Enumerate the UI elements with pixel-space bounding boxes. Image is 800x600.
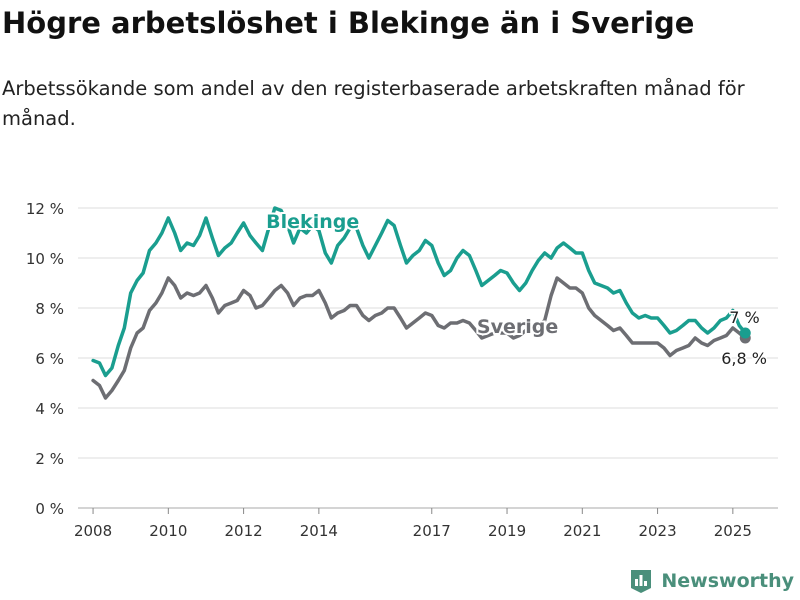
x-tick-label: 2025 (714, 522, 752, 540)
x-tick-label: 2023 (638, 522, 676, 540)
chart-subtitle: Arbetssökande som andel av den registerb… (2, 77, 745, 130)
x-tick-label: 2010 (149, 522, 187, 540)
x-tick-label: 2014 (300, 522, 338, 540)
end-point-blekinge (739, 327, 751, 339)
series-line-blekinge (91, 206, 748, 378)
series-line-sverige (91, 276, 748, 400)
series-label-sverige: Sverige (477, 316, 558, 338)
brand-logo: Newsworthy (629, 568, 794, 594)
end-label-sverige: 6,8 % (721, 349, 767, 368)
x-tick-label: 2012 (224, 522, 262, 540)
x-tick-label: 2008 (74, 522, 112, 540)
x-tick-label: 2019 (488, 522, 526, 540)
y-tick-label: 0 % (35, 500, 64, 518)
brand-name: Newsworthy (661, 570, 794, 592)
y-tick-label: 10 % (26, 250, 64, 268)
y-tick-label: 8 % (35, 300, 64, 318)
x-tick-label: 2017 (413, 522, 451, 540)
y-tick-label: 4 % (35, 400, 64, 418)
y-tick-label: 2 % (35, 450, 64, 468)
newsworthy-icon (631, 570, 652, 593)
chart-title: Högre arbetslöshet i Blekinge än i Sveri… (2, 6, 695, 40)
y-tick-label: 12 % (26, 200, 64, 218)
series-label-blekinge: Blekinge (266, 211, 359, 233)
y-tick-label: 6 % (35, 350, 64, 368)
x-tick-label: 2021 (563, 522, 601, 540)
end-label-blekinge: 7 % (729, 308, 759, 327)
